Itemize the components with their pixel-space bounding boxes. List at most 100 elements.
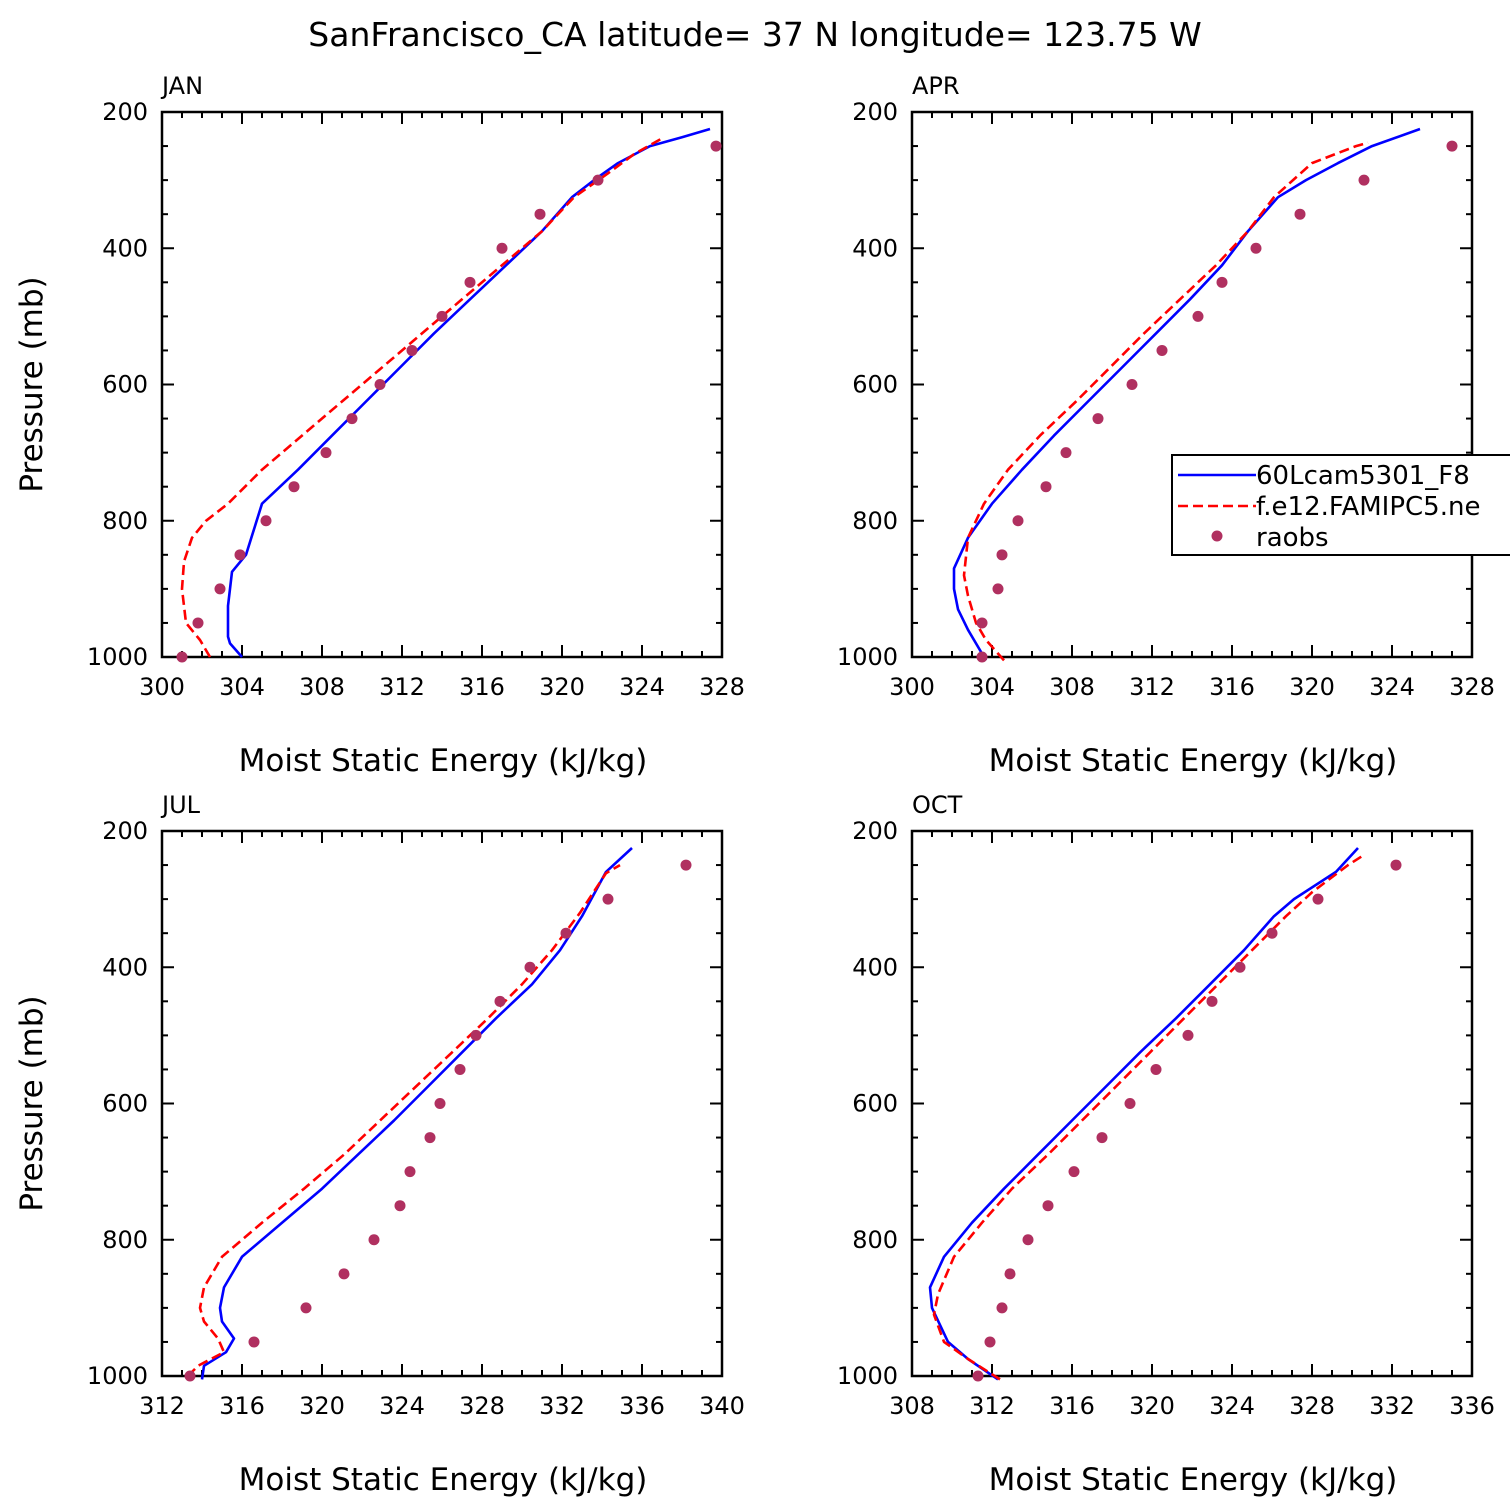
raobs-point [454, 1063, 466, 1075]
raobs-point [406, 344, 418, 356]
x-ticks [911, 831, 1473, 1376]
x-tick-label: 316 [1049, 1392, 1095, 1420]
x-ticks [161, 831, 723, 1376]
y-tick-label: 800 [852, 1226, 898, 1254]
raobs-point [470, 1029, 482, 1041]
raobs-point [184, 1370, 196, 1382]
series-raobs [176, 140, 722, 663]
y-tick-label: 600 [102, 371, 148, 399]
panel-label: APR [912, 72, 960, 100]
x-tick-label: 316 [1209, 673, 1255, 701]
raobs-point [1096, 1132, 1108, 1144]
raobs-point [1192, 310, 1204, 322]
x-tick-label: 332 [1369, 1392, 1415, 1420]
panel-apr: 300 304 308 312 316 320 324 328 200 400 600 800 1000… [837, 72, 1495, 779]
x-tick-label: 336 [1449, 1392, 1495, 1420]
series-line-model [226, 127, 711, 658]
x-tick-label: 328 [1449, 673, 1495, 701]
raobs-point [496, 242, 508, 254]
raobs-point [374, 379, 386, 390]
y-axis-label: Pressure (mb) [14, 995, 50, 1211]
raobs-point [710, 140, 722, 152]
x-tick-label: 336 [619, 1392, 665, 1420]
x-tick-label: 320 [1289, 673, 1335, 701]
x-ticks [911, 112, 1473, 657]
raobs-point [288, 481, 300, 493]
y-tick-label: 600 [102, 1090, 148, 1118]
raobs-point [1092, 413, 1104, 425]
raobs-point [234, 549, 246, 561]
panel-oct: 308 312 316 320 324 328 332 336 200 400 600 800 1000… [837, 791, 1495, 1498]
plot-frame [910, 829, 1474, 1378]
x-tick-label: 324 [1209, 1392, 1255, 1420]
raobs-point [1312, 893, 1324, 905]
raobs-point [996, 549, 1008, 561]
y-tick-label: 400 [102, 953, 148, 981]
legend-marker-raobs [1211, 530, 1223, 542]
panel-label: OCT [912, 791, 963, 819]
raobs-point [260, 515, 272, 527]
raobs-point [592, 174, 604, 186]
series-raobs [184, 859, 692, 1382]
raobs-point [1182, 1029, 1194, 1041]
x-tick-label: 340 [699, 1392, 745, 1420]
raobs-point [1358, 174, 1370, 186]
raobs-point [992, 583, 1004, 595]
raobs-point [338, 1268, 350, 1280]
x-tick-label: 312 [139, 1392, 185, 1420]
raobs-point [1446, 140, 1458, 152]
x-tick-label: 328 [1289, 1392, 1335, 1420]
x-tick-label: 328 [459, 1392, 505, 1420]
raobs-point [464, 276, 476, 288]
series-line-control [180, 136, 665, 658]
x-tick-label: 328 [699, 673, 745, 701]
x-tick-label: 320 [539, 673, 585, 701]
raobs-point [1004, 1268, 1016, 1280]
raobs-point [1012, 515, 1024, 527]
raobs-point [1150, 1063, 1162, 1075]
raobs-point [1060, 447, 1072, 459]
panel-jan: 300 304 308 312 316 320 324 328 200 400 600 800 1000… [14, 72, 745, 779]
raobs-point [1156, 344, 1168, 356]
y-tick-label: 800 [852, 507, 898, 535]
raobs-point [394, 1200, 406, 1212]
raobs-point [1124, 1098, 1136, 1109]
raobs-point [192, 617, 204, 629]
panel-label: JAN [160, 72, 203, 100]
x-tick-label: 308 [889, 1392, 935, 1420]
raobs-point [1234, 961, 1246, 973]
raobs-point [602, 893, 614, 905]
y-ticks [162, 830, 722, 1377]
x-tick-label: 304 [969, 673, 1015, 701]
raobs-point [300, 1302, 312, 1314]
x-tick-label: 312 [1129, 673, 1175, 701]
x-tick-label: 312 [379, 673, 425, 701]
y-tick-label: 1000 [837, 1362, 898, 1390]
legend-label: raobs [1256, 523, 1329, 553]
x-tick-label: 304 [219, 673, 265, 701]
panel-jul: 312 316 320 324 328 332 336 340 200 400 600 800 1000… [14, 791, 745, 1498]
y-tick-label: 600 [852, 371, 898, 399]
x-tick-label: 316 [459, 673, 505, 701]
panel-label: JUL [160, 791, 201, 819]
raobs-point [1216, 276, 1228, 288]
raobs-point [976, 651, 988, 663]
raobs-point [404, 1166, 416, 1178]
y-tick-label: 1000 [87, 643, 148, 671]
raobs-point [1266, 927, 1278, 939]
y-tick-label: 800 [102, 1226, 148, 1254]
raobs-point [436, 310, 448, 322]
series-line-control [962, 141, 1369, 662]
y-tick-label: 400 [852, 234, 898, 262]
panels: 300 304 308 312 316 320 324 328 200 400 600 800 1000… [14, 72, 1495, 1498]
raobs-point [434, 1098, 446, 1109]
y-tick-label: 200 [102, 817, 148, 845]
series-line-model [952, 127, 1421, 662]
plot-frame [910, 110, 1474, 659]
y-tick-label: 1000 [87, 1362, 148, 1390]
y-tick-label: 1000 [837, 643, 898, 671]
raobs-point [368, 1234, 380, 1246]
x-tick-label: 320 [1129, 1392, 1175, 1420]
raobs-point [214, 583, 226, 595]
